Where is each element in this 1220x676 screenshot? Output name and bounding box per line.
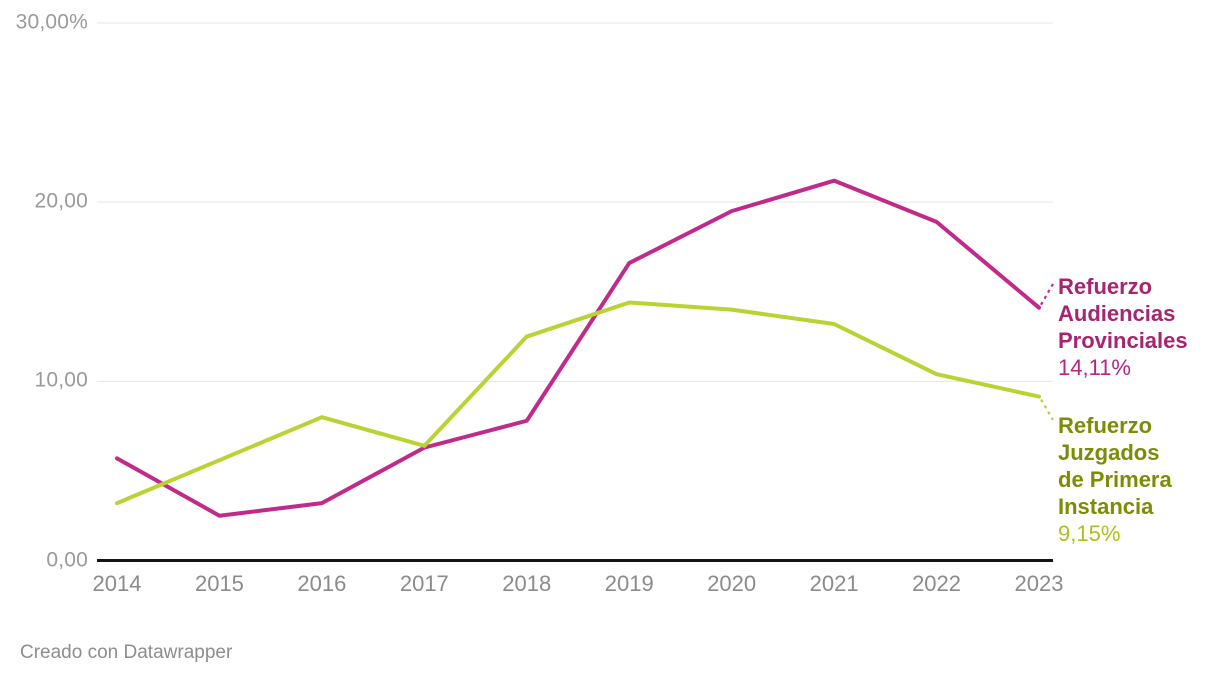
x-tick-label: 2014 [92, 571, 142, 596]
y-tick-label: 20,00 [34, 189, 88, 213]
gridlines [97, 22, 1053, 562]
x-tick-label: 2020 [707, 571, 757, 596]
series-name-line: Refuerzo [1058, 413, 1153, 438]
x-tick-label: 2015 [194, 571, 244, 596]
series-name-line: Provinciales [1058, 328, 1188, 353]
series-line-1 [115, 300, 1041, 506]
series-name-line: de Primera [1058, 467, 1172, 492]
x-tick-label: 2021 [809, 571, 859, 596]
y-tick-label: 10,00 [34, 368, 88, 392]
series-label-refuerzo-juzgados-primera-instancia: Refuerzo Juzgados de Primera Instancia 9… [1058, 412, 1218, 547]
series-line-0 [115, 178, 1041, 518]
x-tick-label: 2019 [604, 571, 654, 596]
series-name-line: Audiencias [1058, 301, 1176, 326]
series-name-line: Refuerzo [1058, 274, 1153, 299]
y-tick-label: 0,00 [46, 548, 88, 572]
series-name-line: Juzgados [1058, 440, 1160, 465]
x-tick-label: 2017 [399, 571, 449, 596]
label-connector [1040, 399, 1054, 421]
x-tick-label: 2023 [1014, 571, 1064, 596]
x-tick-label: 2016 [297, 571, 347, 596]
series-lines [115, 178, 1041, 518]
y-tick-label: 30,00% [15, 10, 88, 34]
series-label-refuerzo-audiencias-provinciales: Refuerzo Audiencias Provinciales 14,11% [1058, 273, 1218, 381]
series-name-line: Instancia [1058, 494, 1154, 519]
series-value-label: 14,11% [1058, 355, 1131, 380]
label-connector [1040, 283, 1054, 306]
series-value-label: 9,15% [1058, 521, 1121, 546]
datawrapper-credit: Creado con Datawrapper [20, 642, 233, 663]
label-connector-dashes [1040, 283, 1054, 421]
x-tick-label: 2022 [912, 571, 962, 596]
x-tick-label: 2018 [502, 571, 552, 596]
